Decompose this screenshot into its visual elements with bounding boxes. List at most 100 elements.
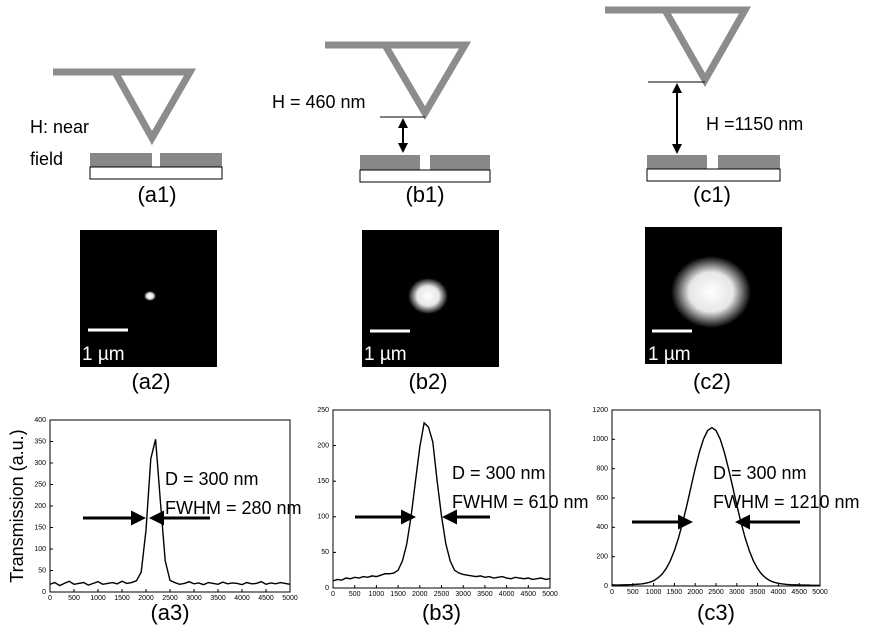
film — [160, 153, 222, 167]
spot — [408, 278, 448, 314]
y-tick-label: 200 — [317, 442, 329, 449]
x-tick-label: 0 — [48, 595, 52, 602]
x-tick-label: 0 — [331, 591, 335, 598]
y-tick-label: 200 — [34, 503, 46, 510]
x-tick-label: 0 — [610, 589, 614, 596]
scale-label: 1 µm — [82, 344, 125, 365]
diagram-a1: H: near field (a1) — [30, 68, 223, 207]
spot — [671, 256, 751, 328]
cantilever — [325, 41, 472, 120]
x-tick-label: 4000 — [234, 595, 250, 602]
image-c2: 1 µm (c2) — [645, 227, 782, 394]
annotation: D = 300 nm — [165, 469, 259, 489]
x-tick-label: 3500 — [210, 595, 226, 602]
diagram-b1: H = 460 nm (b1) — [272, 41, 491, 207]
chart: 0 500 1000 1500 2000 2500 3000 3500 4000 4500 5000… — [592, 407, 859, 625]
panel-label: (c2) — [693, 369, 731, 394]
height-label: H = 460 nm — [272, 92, 366, 112]
chart: 0 500 1000 1500 2000 2500 3000 3500 4000 4500 5000… — [7, 417, 302, 625]
y-tick-label: 50 — [38, 567, 46, 574]
x-tick-label: 5000 — [282, 595, 298, 602]
panel-label: (b1) — [405, 182, 444, 207]
x-tick-label: 5000 — [542, 591, 558, 598]
x-tick-label: 3500 — [750, 589, 766, 596]
chart: 0 500 1000 1500 2000 2500 3000 3500 4000 4500 5000… — [317, 407, 588, 625]
y-tick-label: 350 — [34, 438, 46, 445]
panel-label: (a1) — [137, 182, 176, 207]
annotation: FWHM = 610 nm — [452, 492, 589, 512]
spot — [144, 291, 156, 301]
x-tick-label: 1000 — [646, 589, 662, 596]
x-tick-label: 2000 — [138, 595, 154, 602]
y-tick-label: 250 — [317, 407, 329, 414]
panel-label: (a3) — [150, 600, 189, 625]
x-tick-label: 2500 — [434, 591, 450, 598]
y-tick-label: 150 — [34, 524, 46, 531]
x-tick-label: 1000 — [90, 595, 106, 602]
film — [90, 153, 152, 167]
scale-label: 1 µm — [364, 344, 407, 365]
y-tick-label: 400 — [34, 417, 46, 424]
panel-label: (a2) — [131, 369, 170, 394]
x-tick-label: 1500 — [667, 589, 683, 596]
substrate — [359, 169, 491, 183]
annotation: FWHM = 1210 nm — [713, 492, 860, 512]
x-tick-label: 2000 — [412, 591, 428, 598]
image-b2: 1 µm (b2) — [362, 230, 499, 394]
film — [718, 155, 780, 169]
y-axis-label: Transmission (a.u.) — [7, 429, 27, 582]
y-tick-label: 0 — [42, 589, 46, 596]
y-tick-label: 1000 — [592, 436, 608, 443]
panel-label: (c3) — [697, 600, 735, 625]
y-tick-label: 250 — [34, 481, 46, 488]
x-tick-label: 2000 — [687, 589, 703, 596]
x-tick-label: 2500 — [708, 589, 724, 596]
x-tick-label: 1500 — [390, 591, 406, 598]
annotation: D = 300 nm — [713, 463, 807, 483]
diagram-c1: H =1150 nm (c1) — [605, 6, 803, 207]
x-tick-label: 3000 — [455, 591, 471, 598]
y-tick-label: 400 — [596, 524, 608, 531]
y-tick-label: 800 — [596, 466, 608, 473]
y-tick-label: 100 — [317, 514, 329, 521]
x-tick-label: 3500 — [477, 591, 493, 598]
y-tick-label: 0 — [604, 583, 608, 590]
height-label: H =1150 nm — [706, 114, 803, 134]
y-tick-label: 200 — [596, 554, 608, 561]
y-tick-label: 600 — [596, 495, 608, 502]
x-tick-label: 4000 — [771, 589, 787, 596]
height-label: H: near — [30, 117, 89, 137]
x-tick-label: 3000 — [186, 595, 202, 602]
cantilever — [53, 68, 197, 146]
y-tick-label: 50 — [321, 549, 329, 556]
x-tick-label: 3000 — [729, 589, 745, 596]
x-tick-label: 500 — [627, 589, 639, 596]
x-tick-label: 4000 — [499, 591, 515, 598]
film — [430, 155, 490, 170]
data-line — [332, 421, 551, 582]
y-tick-label: 0 — [325, 585, 329, 592]
data-line — [49, 439, 291, 587]
film — [647, 155, 707, 169]
x-tick-label: 500 — [68, 595, 80, 602]
height-label: field — [30, 149, 63, 169]
cantilever — [605, 6, 752, 88]
annotation: D = 300 nm — [452, 463, 546, 483]
annotation: FWHM = 280 nm — [165, 498, 302, 518]
substrate — [646, 168, 781, 182]
x-tick-label: 1000 — [369, 591, 385, 598]
y-tick-label: 150 — [317, 478, 329, 485]
y-tick-label: 1200 — [592, 407, 608, 414]
panel-label: (c1) — [693, 182, 731, 207]
x-tick-label: 5000 — [812, 589, 828, 596]
y-tick-label: 300 — [34, 460, 46, 467]
substrate — [89, 166, 223, 180]
x-tick-label: 4500 — [521, 591, 537, 598]
x-tick-label: 4500 — [258, 595, 274, 602]
film — [360, 155, 420, 170]
x-tick-label: 1500 — [114, 595, 130, 602]
y-tick-label: 100 — [34, 546, 46, 553]
panel-label: (b2) — [408, 369, 447, 394]
